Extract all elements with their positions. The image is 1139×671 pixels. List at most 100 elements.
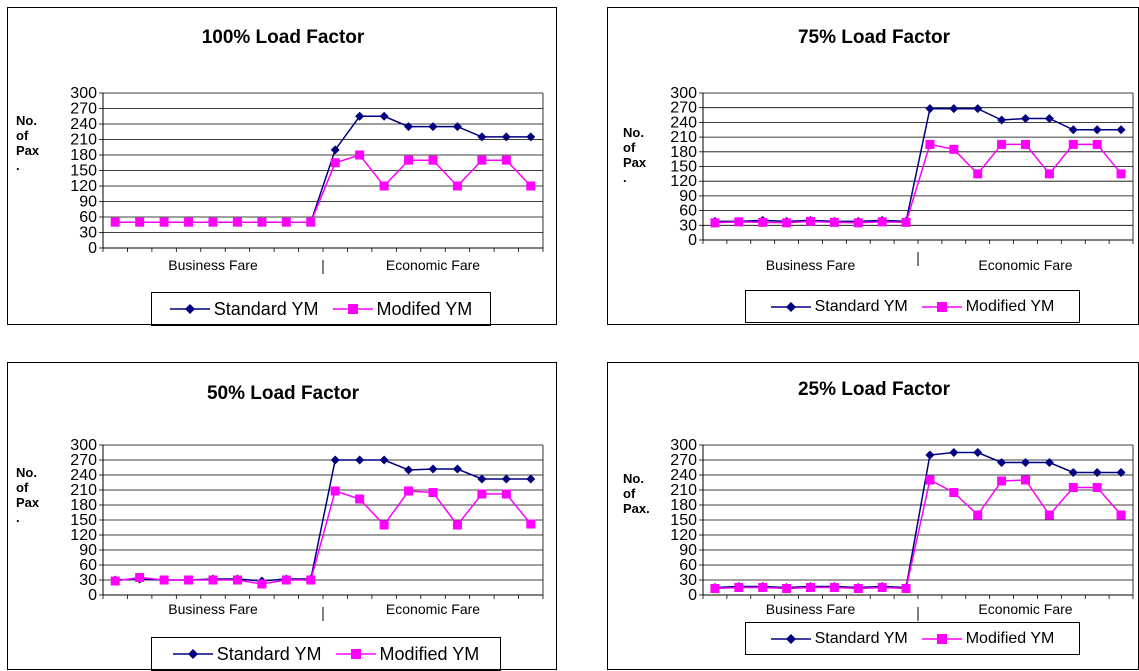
legend-label-modified: Modified YM xyxy=(965,629,1055,647)
y-tick-label: 180 xyxy=(670,497,697,514)
data-point-modified xyxy=(208,575,218,585)
y-axis-label: No. xyxy=(16,465,37,480)
data-point-modified xyxy=(853,218,863,228)
series-line-modified xyxy=(115,154,532,223)
y-tick-label: 210 xyxy=(70,482,97,499)
data-point-modified xyxy=(184,575,194,585)
category-label: Business Fare xyxy=(766,257,856,273)
data-point-modified xyxy=(232,575,242,585)
y-tick-label: 120 xyxy=(670,527,697,544)
data-point-standard xyxy=(925,450,935,460)
data-point-modified xyxy=(281,575,291,585)
data-point-modified xyxy=(501,155,511,165)
data-point-modified xyxy=(477,489,487,499)
data-point-standard xyxy=(404,465,414,475)
y-axis-label: . xyxy=(16,158,20,173)
data-point-standard xyxy=(949,448,959,457)
y-tick-label: 120 xyxy=(70,527,97,544)
data-point-modified xyxy=(806,583,815,592)
data-point-modified xyxy=(355,150,365,160)
data-point-standard xyxy=(404,122,414,132)
data-point-standard xyxy=(501,474,511,484)
data-point-modified xyxy=(306,575,316,585)
data-point-modified xyxy=(501,489,511,499)
chart-svg-100: 100% Load Factor 030609012015018021024027… xyxy=(16,27,544,274)
y-tick-label: 60 xyxy=(679,203,697,220)
data-point-modified xyxy=(734,583,744,592)
y-tick-label: 300 xyxy=(670,437,697,454)
data-point-modified xyxy=(901,584,911,593)
legend-square-icon xyxy=(332,304,373,314)
legend-item-standard: Standard YM xyxy=(169,298,319,320)
data-point-modified xyxy=(997,476,1007,486)
data-point-modified xyxy=(526,519,536,529)
data-point-modified xyxy=(1068,139,1078,149)
y-tick-label: 60 xyxy=(79,209,97,226)
chart-title: 50% Load Factor xyxy=(207,383,360,404)
data-point-standard xyxy=(1116,468,1126,477)
legend-diamond-icon xyxy=(770,633,811,644)
data-point-modified xyxy=(159,217,169,227)
data-point-standard xyxy=(330,145,340,155)
data-point-modified xyxy=(477,155,487,165)
chart-svg-50: 50% Load Factor 0306090120150180210240270… xyxy=(16,383,544,621)
legend-75: Standard YM Modified YM xyxy=(745,290,1080,323)
data-point-modified xyxy=(159,575,169,585)
data-point-modified xyxy=(379,181,389,191)
data-point-modified xyxy=(110,576,120,586)
data-point-modified xyxy=(1116,169,1126,179)
data-point-standard xyxy=(1092,468,1102,477)
data-point-modified xyxy=(110,217,120,227)
data-point-modified xyxy=(877,583,887,592)
data-point-modified xyxy=(829,217,839,227)
legend-item-modified: Modified YM xyxy=(921,629,1055,648)
data-point-modified xyxy=(379,520,389,530)
y-tick-label: 0 xyxy=(688,587,697,604)
data-point-standard xyxy=(379,455,389,465)
y-tick-label: 270 xyxy=(70,452,97,469)
y-tick-label: 270 xyxy=(670,452,697,469)
y-tick-label: 150 xyxy=(670,512,697,529)
legend-label-standard: Standard YM xyxy=(814,297,908,315)
y-axis-label: of xyxy=(16,480,29,495)
y-tick-label: 300 xyxy=(670,85,697,102)
y-tick-label: 120 xyxy=(670,173,697,190)
data-point-modified xyxy=(949,488,959,497)
y-axis-label: No. xyxy=(623,471,644,486)
y-axis-label: No. xyxy=(623,125,644,140)
legend-square-icon xyxy=(921,633,962,644)
data-point-standard xyxy=(949,104,959,114)
y-axis-label: of xyxy=(623,486,636,501)
data-point-modified xyxy=(257,217,267,227)
legend-100: Standard YM Modifed YM xyxy=(151,292,491,326)
legend-diamond-icon xyxy=(169,304,210,314)
y-tick-label: 180 xyxy=(670,144,697,161)
y-tick-label: 30 xyxy=(679,217,697,234)
legend-50: Standard YM Modified YM xyxy=(151,637,501,671)
data-point-standard xyxy=(379,111,389,121)
data-point-modified xyxy=(925,475,935,485)
chart-panel-25: 25% Load Factor 0 30 60 90 120 150 180 210 240 270… xyxy=(607,362,1139,670)
y-tick-label: 240 xyxy=(670,114,697,131)
data-point-standard xyxy=(452,122,462,132)
chart-svg-25: 25% Load Factor 0306090120150180210240270… xyxy=(623,379,1134,621)
data-point-modified xyxy=(973,510,983,520)
legend-label-standard: Standard YM xyxy=(213,298,319,319)
data-point-standard xyxy=(925,104,935,114)
series-line-modified xyxy=(714,478,1122,590)
y-tick-label: 120 xyxy=(70,178,97,195)
data-point-standard xyxy=(1021,458,1030,467)
y-tick-label: 270 xyxy=(670,100,697,117)
data-point-modified xyxy=(758,217,768,227)
data-point-modified xyxy=(829,583,839,592)
data-point-modified xyxy=(734,217,744,227)
category-label: Business Fare xyxy=(766,601,856,617)
category-label: Economic Fare xyxy=(386,257,480,273)
data-point-standard xyxy=(355,455,365,465)
data-point-standard xyxy=(997,458,1007,467)
y-tick-label: 0 xyxy=(688,232,697,249)
data-point-modified xyxy=(232,217,242,227)
data-point-modified xyxy=(404,486,414,496)
legend-diamond-icon xyxy=(172,649,213,659)
y-axis-label: of xyxy=(16,128,29,143)
